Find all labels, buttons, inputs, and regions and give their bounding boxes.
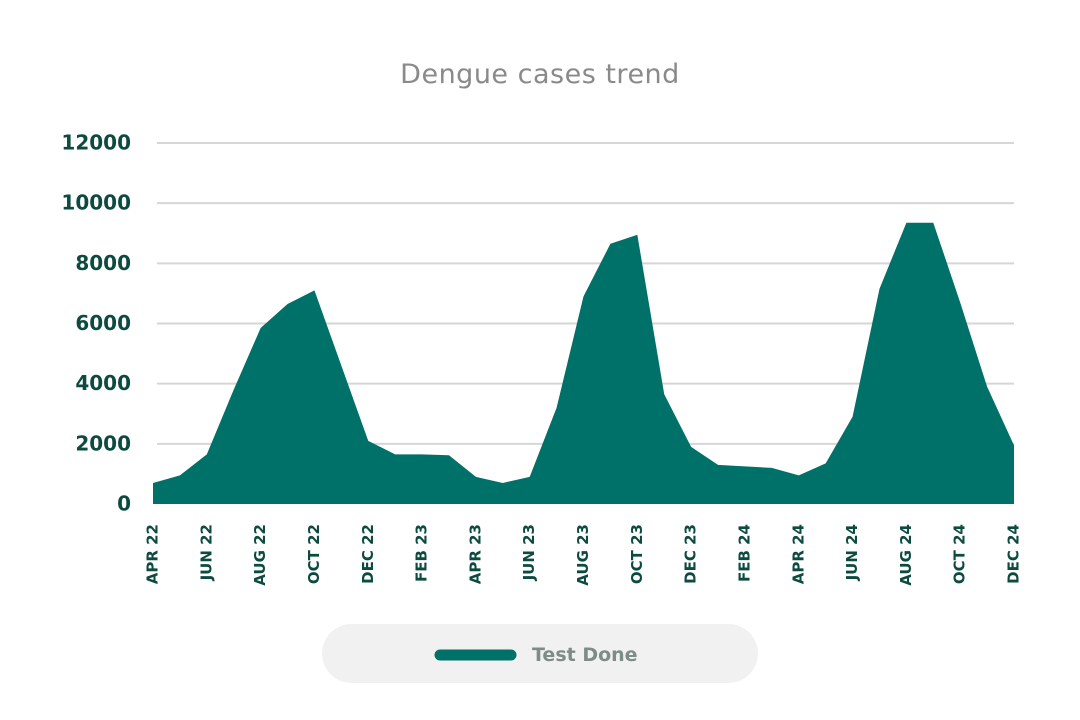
series-area-test-done <box>153 222 1014 504</box>
y-tick-label: 10000 <box>61 191 131 215</box>
y-tick-label: 8000 <box>75 251 131 275</box>
data-point <box>446 452 452 458</box>
data-point <box>338 363 344 369</box>
x-tick-label: JUN 24 <box>843 524 861 581</box>
legend[interactable]: Test Done <box>322 624 758 683</box>
x-tick-label: DEC 24 <box>1005 524 1023 584</box>
data-point <box>742 463 748 469</box>
x-tick-label: JUN 23 <box>520 524 538 581</box>
data-point <box>984 384 990 390</box>
x-tick-label: OCT 23 <box>628 524 646 584</box>
y-tick-label: 2000 <box>75 431 131 455</box>
legend-label: Test Done <box>532 644 638 666</box>
legend-background <box>322 624 758 683</box>
x-tick-label: FEB 23 <box>413 524 431 582</box>
x-tick-label: DEC 22 <box>359 524 377 584</box>
x-tick-label: AUG 22 <box>251 524 269 586</box>
data-point <box>231 387 237 393</box>
data-point <box>177 472 183 478</box>
x-tick-label: AUG 23 <box>574 524 592 586</box>
y-tick-label: 6000 <box>75 311 131 335</box>
data-point <box>957 299 963 305</box>
data-point <box>311 287 317 293</box>
data-point <box>769 465 775 471</box>
x-tick-label: JUN 22 <box>197 524 215 581</box>
data-point <box>500 480 506 486</box>
data-point <box>850 414 856 420</box>
data-point <box>823 460 829 466</box>
data-point <box>903 220 909 226</box>
data-point <box>527 474 533 480</box>
x-tick-label: FEB 24 <box>735 524 753 582</box>
y-tick-label: 4000 <box>75 371 131 395</box>
data-point <box>661 391 667 397</box>
x-tick-label: APR 24 <box>789 524 807 584</box>
x-tick-label: APR 23 <box>466 524 484 584</box>
y-axis: 0 2000 4000 6000 8000 10000 12000 <box>61 131 131 516</box>
x-tick-label: DEC 23 <box>682 524 700 584</box>
y-tick-label: 0 <box>117 492 131 516</box>
plot-area <box>150 220 1017 504</box>
data-point <box>554 405 560 411</box>
data-point <box>607 241 613 247</box>
x-tick-label: OCT 24 <box>951 524 969 584</box>
data-point <box>634 232 640 238</box>
x-tick-label: AUG 24 <box>897 524 915 586</box>
data-point <box>258 325 264 331</box>
x-tick-label: OCT 22 <box>305 524 323 584</box>
y-tick-label: 12000 <box>61 131 131 155</box>
x-tick-label: APR 22 <box>144 524 162 584</box>
data-point <box>392 451 398 457</box>
data-point <box>796 472 802 478</box>
data-point <box>1011 442 1017 448</box>
data-point <box>930 220 936 226</box>
data-point <box>688 444 694 450</box>
data-point <box>473 474 479 480</box>
data-point <box>876 286 882 292</box>
data-point <box>581 293 587 299</box>
data-point <box>150 480 156 486</box>
data-point <box>285 301 291 307</box>
chart-title: Dengue cases trend <box>400 59 680 90</box>
data-point <box>365 438 371 444</box>
data-point <box>419 451 425 457</box>
data-point <box>715 462 721 468</box>
data-point <box>204 451 210 457</box>
x-axis: APR 22 JUN 22 AUG 22 OCT 22 DEC 22 FEB 23 APR … <box>144 524 1023 586</box>
